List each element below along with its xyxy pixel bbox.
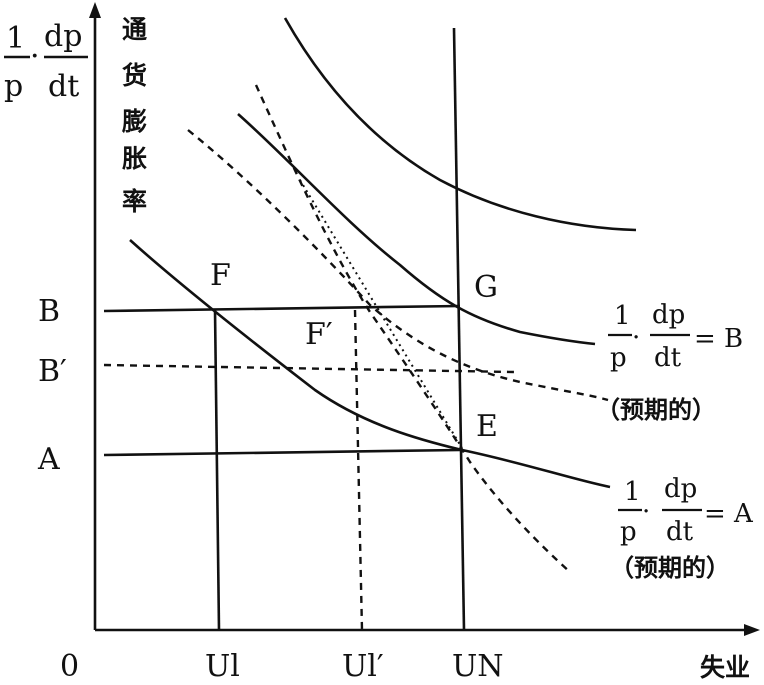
line-B [103, 304, 461, 313]
y-label-cn-2: 膨 [122, 107, 147, 136]
curve-upper [283, 17, 637, 232]
label-A-dnum: dp [664, 474, 697, 504]
origin-label: 0 [60, 649, 79, 684]
y-tick-B-prime: B′ [38, 354, 67, 389]
label-A-dden: dt [666, 517, 694, 547]
line-A [103, 448, 461, 457]
x-axis-label: 失业 [700, 653, 750, 682]
x-tick-Ul: Ul [205, 649, 240, 684]
y-tick-B: B [38, 294, 60, 329]
x-tick-UN: UN [452, 649, 504, 684]
y-label-cn-1: 货 [122, 61, 147, 90]
line-B-prime [103, 363, 515, 374]
y-label-num1: 1 [6, 21, 25, 56]
label-A-num: 1 [624, 477, 641, 507]
y-label-den1: p [4, 69, 23, 104]
label-B-den: p [610, 343, 627, 373]
label-B-dot: · [632, 323, 640, 353]
x-axis-arrow [744, 624, 760, 636]
line-Ul [213, 309, 221, 631]
label-B-note: （预期的） [596, 396, 716, 424]
y-label-den2: dt [48, 69, 79, 104]
dotted-connector [299, 179, 463, 449]
label-A-note: （预期的） [610, 554, 730, 582]
curve-short-run-A [129, 239, 611, 489]
y-label-num2: dp [44, 19, 82, 54]
curve-label-B: 1 p · dp dt = B （预期的） [596, 300, 743, 424]
point-F: F [210, 258, 231, 293]
y-label-dot: · [30, 39, 40, 74]
label-B-dnum: dp [652, 300, 685, 330]
point-E: E [476, 409, 498, 444]
label-A-eq: = A [704, 499, 754, 529]
line-Ul-prime [353, 309, 364, 631]
y-label-cn-0: 通 [122, 15, 147, 44]
label-B-num: 1 [614, 301, 631, 331]
point-F-prime: F′ [305, 317, 333, 352]
y-axis-label-cn: 通 货 膨 胀 率 [122, 15, 147, 216]
label-B-dden: dt [654, 343, 682, 373]
y-axis-arrow [89, 2, 101, 18]
x-tick-Ul-prime: Ul′ [342, 649, 384, 684]
label-A-dot: · [642, 497, 650, 527]
y-axis-label-fraction: 1 p · dp dt [4, 19, 88, 104]
label-B-eq: = B [694, 324, 743, 354]
line-UN [452, 27, 466, 631]
point-G: G [474, 270, 498, 305]
axes [89, 2, 760, 636]
line-long-run-dashed [254, 84, 571, 573]
curve-short-run-B [237, 113, 596, 346]
y-label-cn-3: 胀 [122, 144, 147, 173]
y-tick-A: A [37, 442, 60, 477]
y-label-cn-4: 率 [122, 187, 147, 216]
curve-label-A: 1 p · dp dt = A （预期的） [610, 474, 754, 582]
label-A-den: p [620, 517, 637, 547]
